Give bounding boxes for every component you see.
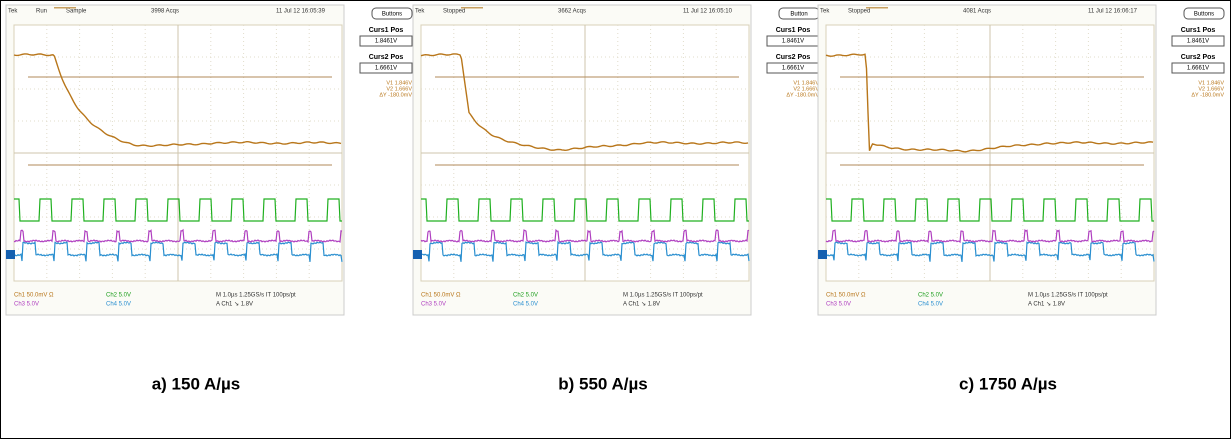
header-timestamp: 11 Jul 12 16:06:17 [1088,9,1138,15]
footer-text: Ch1 50.0mV Ω [421,293,461,299]
curs1-value: 1.8461V [375,39,397,45]
footer-text: Ch4 5.0V [918,302,943,308]
footer-text: M 1.0µs 1.25GS/s IT 100ps/pt [216,293,296,299]
cursor-readout: ΔY -180.0mV [1191,92,1224,98]
footer-text: A Ch1 ↘ 1.8V [1028,302,1065,308]
button-label: Button [790,12,807,18]
header-acqs: 3998 Acqs [151,9,179,15]
footer-text: M 1.0µs 1.25GS/s IT 100ps/pt [623,293,703,299]
header-brand: Tek [8,9,18,15]
caption: b) 550 A/µs [558,374,647,393]
cursor-readout: ΔY -180.0mV [786,92,819,98]
trigger-marker [818,250,827,259]
header-mode: Sample [66,9,87,15]
header-marker [54,7,76,9]
footer-text: Ch2 5.0V [106,293,131,299]
button-label: Buttons [1194,12,1214,18]
header-marker [866,7,888,9]
footer-text: Ch2 5.0V [918,293,943,299]
header-state: Run [36,9,47,15]
footer-text: Ch3 5.0V [826,302,851,308]
curs1-value: 1.8461V [782,39,804,45]
curs2-value: 1.6661V [782,66,804,72]
footer-text: Ch4 5.0V [106,302,131,308]
trigger-marker [413,250,422,259]
header-timestamp: 11 Jul 12 16:05:39 [276,9,326,15]
header-marker [461,7,483,9]
curs2-value: 1.6661V [375,66,397,72]
footer-text: Ch3 5.0V [421,302,446,308]
curs2-value: 1.6661V [1187,66,1209,72]
footer-text: Ch1 50.0mV Ω [14,293,54,299]
curs1-value: 1.8461V [1187,39,1209,45]
header-state: Stopped [848,9,870,15]
figure: Tek Run Sample 3998 Acqs 11 Jul 12 16:05:39 C… [0,0,1231,439]
curs1-label: Curs1 Pos [1181,27,1216,34]
header-brand: Tek [820,9,830,15]
curs2-label: Curs2 Pos [776,54,811,61]
curs1-label: Curs1 Pos [776,27,811,34]
header-timestamp: 11 Jul 12 16:05:10 [683,9,733,15]
header-acqs: 4081 Acqs [963,9,991,15]
curs1-label: Curs1 Pos [369,27,404,34]
curs2-label: Curs2 Pos [369,54,404,61]
footer-text: M 1.0µs 1.25GS/s IT 100ps/pt [1028,293,1108,299]
trigger-marker [6,250,15,259]
caption: c) 1750 A/µs [959,374,1057,393]
cursor-readout: ΔY -180.0mV [379,92,412,98]
header-brand: Tek [415,9,425,15]
footer-text: Ch2 5.0V [513,293,538,299]
header-acqs: 3662 Acqs [558,9,586,15]
button-label: Buttons [382,12,402,18]
caption: a) 150 A/µs [152,374,241,393]
footer-text: Ch4 5.0V [513,302,538,308]
footer-text: A Ch1 ↘ 1.8V [216,302,253,308]
curs2-label: Curs2 Pos [1181,54,1216,61]
footer-text: Ch1 50.0mV Ω [826,293,866,299]
footer-text: A Ch1 ↘ 1.8V [623,302,660,308]
header-state: Stopped [443,9,465,15]
footer-text: Ch3 5.0V [14,302,39,308]
